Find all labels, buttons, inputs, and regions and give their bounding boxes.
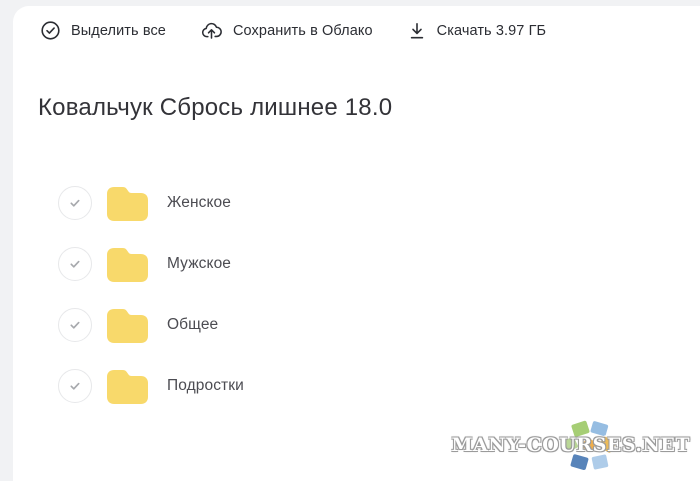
content-card: Выделить все Сохранить в Облако	[13, 6, 700, 481]
folder-list: Женское Мужское	[58, 172, 244, 416]
folder-checkbox[interactable]	[58, 307, 92, 342]
checkmark-icon	[70, 260, 80, 268]
folder-row-obshchee[interactable]: Общее	[58, 294, 244, 355]
download-icon	[407, 21, 427, 41]
checkmark-icon	[70, 199, 80, 207]
folder-name: Подростки	[167, 376, 244, 394]
toolbar: Выделить все Сохранить в Облако	[40, 19, 546, 42]
cloud-upload-icon	[200, 19, 223, 42]
folder-icon	[104, 184, 148, 221]
folder-row-podrostki[interactable]: Подростки	[58, 355, 244, 416]
folder-icon	[104, 306, 148, 343]
select-all-label: Выделить все	[71, 22, 166, 39]
checkmark-icon	[70, 321, 80, 329]
folder-checkbox[interactable]	[58, 185, 92, 220]
check-circle-icon	[40, 20, 61, 41]
folder-checkbox[interactable]	[58, 368, 92, 403]
page-title: Ковальчук Сбрось лишнее 18.0	[38, 94, 393, 121]
download-label: Скачать 3.97 ГБ	[436, 22, 547, 39]
folder-name: Женское	[167, 193, 231, 211]
save-to-cloud-label: Сохранить в Облако	[232, 22, 373, 39]
folder-row-muzhskoe[interactable]: Мужское	[58, 233, 244, 294]
save-to-cloud-button[interactable]: Сохранить в Облако	[200, 19, 373, 42]
folder-name: Мужское	[167, 254, 232, 272]
download-button[interactable]: Скачать 3.97 ГБ	[407, 21, 547, 41]
folder-icon	[104, 245, 148, 282]
folder-checkbox[interactable]	[58, 246, 92, 281]
select-all-button[interactable]: Выделить все	[40, 20, 166, 41]
folder-name: Общее	[167, 315, 219, 333]
folder-row-zhenskoe[interactable]: Женское	[58, 172, 244, 233]
checkmark-icon	[70, 382, 80, 390]
folder-icon	[104, 367, 148, 404]
